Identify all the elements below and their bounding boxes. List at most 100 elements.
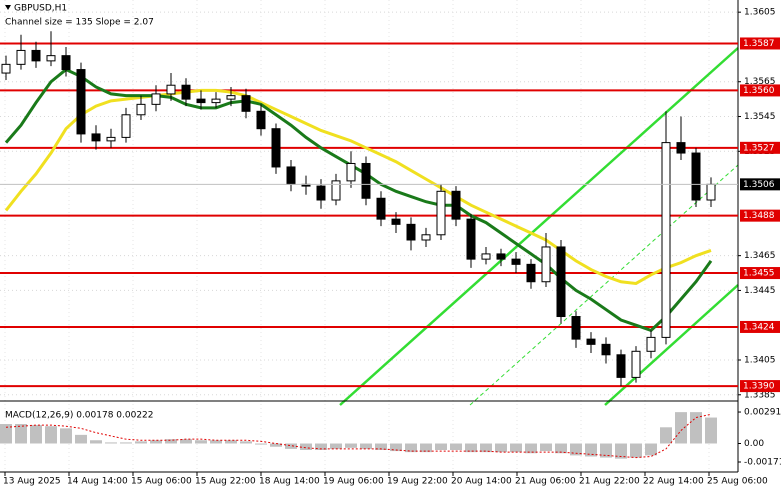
channel-lower bbox=[604, 284, 739, 406]
macd-bar bbox=[120, 442, 132, 444]
candle-body bbox=[601, 343, 611, 356]
level-label-bg bbox=[740, 209, 780, 222]
y-tick-label: -0.00171 bbox=[744, 457, 781, 467]
macd-bar bbox=[390, 443, 402, 452]
macd-bar bbox=[210, 440, 222, 444]
candle-body bbox=[121, 114, 131, 138]
level-label: 1.3527 bbox=[743, 143, 775, 153]
x-tick-label: 21 Aug 06:00 bbox=[515, 477, 576, 487]
macd-bar bbox=[645, 443, 657, 456]
candle-body bbox=[196, 98, 206, 104]
candle-body bbox=[436, 190, 446, 236]
macd-bar bbox=[135, 441, 147, 444]
candle-body bbox=[691, 152, 701, 201]
macd-bar bbox=[495, 443, 507, 453]
macd-bar bbox=[450, 443, 462, 450]
y-tick-label: 1.3545 bbox=[744, 112, 776, 122]
last-price-bg bbox=[740, 178, 780, 191]
x-tick-label: 19 Aug 06:00 bbox=[323, 477, 384, 487]
candle-body bbox=[376, 197, 386, 220]
level-label-bg bbox=[740, 320, 780, 333]
candle-body bbox=[271, 128, 281, 168]
candle-body bbox=[511, 258, 521, 265]
macd-bar bbox=[375, 443, 387, 450]
candle-body bbox=[331, 180, 341, 201]
channel bbox=[339, 47, 739, 406]
level-label: 1.3488 bbox=[743, 211, 775, 221]
moving-average bbox=[4, 67, 713, 333]
macd-bar bbox=[0, 424, 12, 444]
macd-bar bbox=[60, 428, 72, 444]
y-tick-label: 1.3465 bbox=[744, 251, 776, 261]
candle-body bbox=[661, 142, 671, 338]
macd-bar bbox=[465, 443, 477, 453]
symbol-icon bbox=[5, 5, 11, 10]
level-label-bg bbox=[740, 380, 780, 393]
level-label: 1.3587 bbox=[743, 39, 775, 49]
candle-body bbox=[481, 253, 491, 260]
candle-body bbox=[406, 223, 416, 241]
x-tick-label: 19 Aug 22:00 bbox=[387, 477, 448, 487]
macd-bar bbox=[30, 425, 42, 444]
candle-body bbox=[211, 98, 221, 104]
macd-bar bbox=[615, 443, 627, 459]
candle-body bbox=[631, 350, 641, 378]
channel-upper bbox=[339, 47, 739, 406]
macd-bar bbox=[630, 443, 642, 458]
y-tick-label: 0.00 bbox=[744, 439, 764, 449]
candle-body bbox=[106, 136, 116, 142]
macd-bar bbox=[570, 443, 582, 456]
x-tick-label: 15 Aug 22:00 bbox=[195, 477, 256, 487]
candle-body bbox=[346, 162, 356, 182]
candle-body bbox=[91, 133, 101, 142]
candle-body bbox=[571, 316, 581, 340]
candle-body bbox=[706, 183, 716, 201]
level-label: 1.3424 bbox=[743, 322, 775, 332]
macd-bar bbox=[540, 443, 552, 452]
macd-bar bbox=[90, 440, 102, 444]
candle-body bbox=[526, 263, 536, 283]
macd-bar bbox=[330, 443, 342, 449]
level-label: 1.3560 bbox=[743, 86, 775, 96]
level-label-bg bbox=[740, 84, 780, 97]
x-tick-label: 14 Aug 14:00 bbox=[67, 477, 128, 487]
level-label: 1.3455 bbox=[743, 269, 775, 279]
macd-title: MACD(12,26,9) 0.00178 0.00222 bbox=[5, 411, 154, 421]
macd-bar bbox=[15, 424, 27, 444]
macd-bar bbox=[360, 443, 372, 449]
candle-body bbox=[316, 185, 326, 201]
candle-body bbox=[496, 253, 506, 260]
macd-bar bbox=[555, 443, 567, 454]
candle-body bbox=[181, 84, 191, 100]
level-label-bg bbox=[740, 37, 780, 50]
candle-body bbox=[361, 162, 371, 199]
y-tick-label: 0.00291 bbox=[744, 408, 781, 418]
x-tick-label: 20 Aug 14:00 bbox=[451, 477, 512, 487]
macd-bar bbox=[180, 439, 192, 444]
candle-body bbox=[61, 55, 71, 71]
candle-body bbox=[46, 55, 56, 62]
candle-body bbox=[451, 190, 461, 220]
level-label: 1.3390 bbox=[743, 382, 775, 392]
y-tick-label: 1.3445 bbox=[744, 286, 776, 296]
macd-bar bbox=[345, 443, 357, 448]
macd-bar bbox=[45, 426, 57, 444]
macd-bar bbox=[105, 442, 117, 444]
candle-body bbox=[241, 95, 251, 112]
candle-body bbox=[151, 93, 161, 105]
candle-body bbox=[76, 69, 86, 135]
macd-bar bbox=[705, 417, 717, 444]
x-tick-label: 22 Aug 14:00 bbox=[643, 477, 704, 487]
macd-bar bbox=[525, 443, 537, 454]
y-tick-label: 1.3385 bbox=[744, 390, 776, 400]
candle-body bbox=[31, 49, 41, 62]
macd-bar bbox=[255, 443, 267, 445]
macd-bar bbox=[315, 443, 327, 450]
candle-body bbox=[256, 110, 266, 130]
candle-body bbox=[646, 336, 656, 352]
candle-body bbox=[616, 354, 626, 378]
macd-bar bbox=[435, 443, 447, 450]
level-label-bg bbox=[740, 141, 780, 154]
